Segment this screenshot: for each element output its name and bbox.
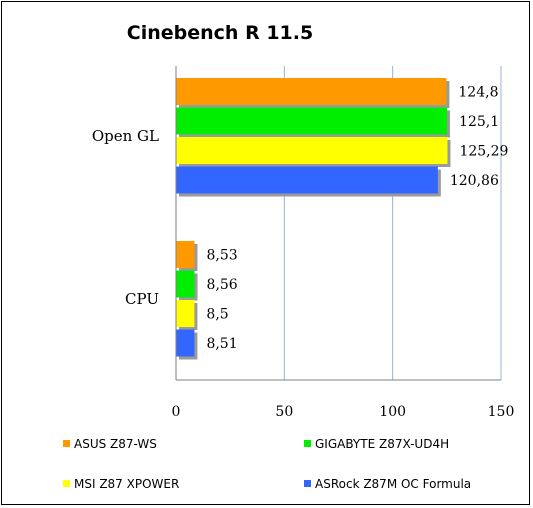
bar — [176, 270, 195, 298]
bar — [176, 300, 195, 327]
bar — [176, 166, 438, 194]
bar — [176, 137, 448, 164]
data-label: 120,86 — [450, 173, 499, 189]
category-label: CPU — [125, 290, 159, 308]
data-label: 8,53 — [206, 248, 237, 264]
x-tick-label: 50 — [275, 404, 293, 420]
legend-swatch — [63, 440, 70, 447]
legend-label: GIGABYTE Z87X-UD4H — [315, 437, 449, 451]
x-tick-label: 150 — [488, 404, 515, 420]
data-label: 125,29 — [459, 144, 508, 160]
x-tick-label: 100 — [379, 404, 406, 420]
x-tick-label: 0 — [172, 404, 181, 420]
legend-label: ASRock Z87M OC Formula — [315, 477, 471, 491]
category-label: Open GL — [92, 127, 159, 145]
chart-title: Cinebench R 11.5 — [127, 22, 313, 44]
axes: 0 50 100 150 Open GL CPU — [92, 66, 515, 420]
data-label: 8,56 — [207, 277, 238, 293]
bar — [176, 329, 195, 357]
legend-swatch — [304, 440, 311, 447]
data-label: 125,1 — [459, 114, 499, 130]
bar — [176, 241, 195, 268]
bar — [176, 107, 448, 135]
bar — [176, 78, 447, 105]
legend-label: MSI Z87 XPOWER — [74, 477, 179, 491]
data-label: 124,8 — [458, 85, 498, 101]
legend: ASUS Z87-WS GIGABYTE Z87X-UD4H MSI Z87 XPO… — [63, 437, 471, 491]
legend-swatch — [63, 480, 70, 487]
legend-swatch — [304, 480, 311, 487]
data-label: 8,51 — [206, 336, 237, 352]
bars: 124,8 125,1 125,29 120,86 8,53 8,56 8,5 8,51 — [176, 78, 508, 360]
data-label: 8,5 — [206, 307, 228, 323]
legend-label: ASUS Z87-WS — [74, 437, 157, 451]
